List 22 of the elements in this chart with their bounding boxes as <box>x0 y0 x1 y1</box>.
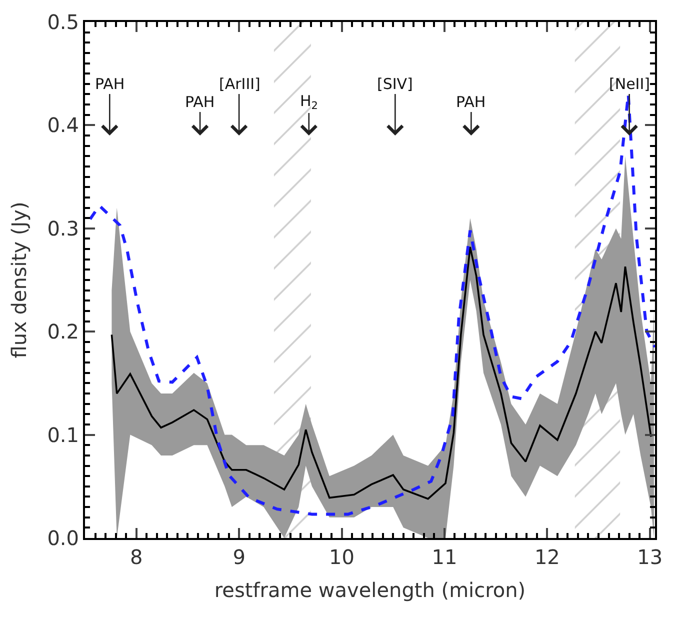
y-tick-label: 0.4 <box>47 113 79 138</box>
ref-line-label: PAH <box>185 93 215 111</box>
x-tick-label: 12 <box>534 545 560 569</box>
x-tick-label: 8 <box>130 545 143 569</box>
y-tick-label: 0.1 <box>47 422 79 447</box>
x-axis-title: restframe wavelength (micron) <box>214 578 526 602</box>
x-tick-label: 11 <box>432 545 458 569</box>
ref-line-label: [ArIII] <box>219 75 260 93</box>
y-tick-label: 0.2 <box>47 320 79 344</box>
ref-line-label: PAH <box>95 75 125 93</box>
ref-line-label: [SIV] <box>377 75 413 93</box>
ref-line-label: [NeII] <box>609 75 650 93</box>
x-tick-label: 9 <box>232 545 246 569</box>
line-series <box>88 92 655 516</box>
ref-line-label: PAH <box>456 93 486 111</box>
x-tick-label: 10 <box>329 545 354 569</box>
y-tick-label: 0.5 <box>47 10 79 34</box>
y-tick-label: 0.0 <box>47 526 79 550</box>
ref-line-label: H$_{2}$ <box>300 92 318 112</box>
y-axis-title: flux density (Jy) <box>7 202 32 358</box>
x-tick-label: 13 <box>637 545 663 569</box>
y-tick-label: 0.3 <box>47 216 79 240</box>
